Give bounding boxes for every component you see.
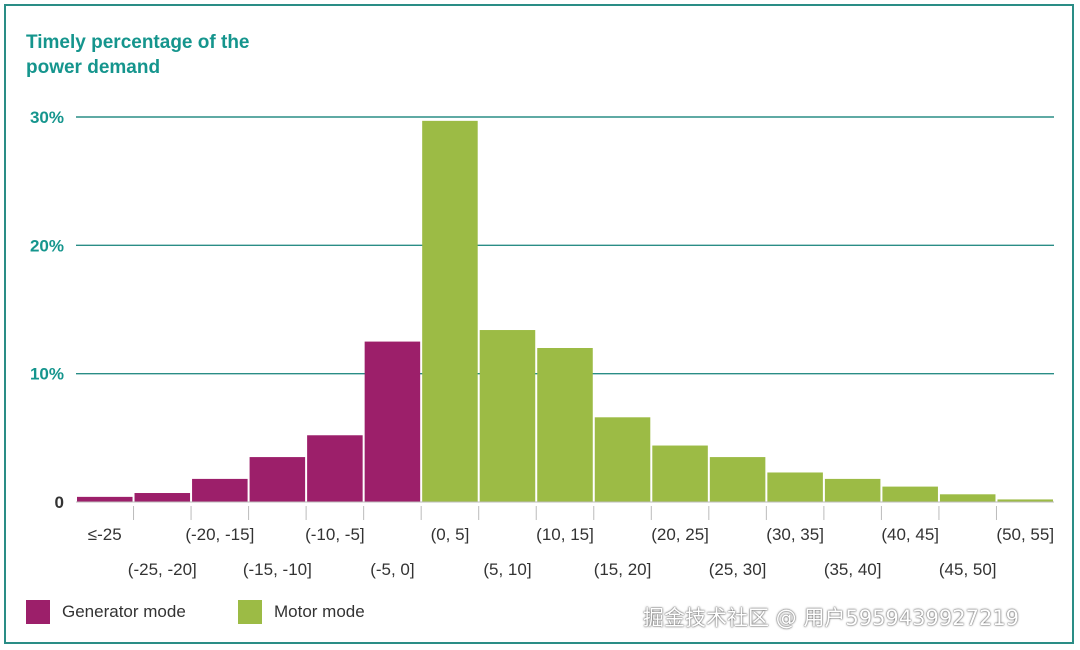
bar bbox=[767, 472, 823, 502]
bar bbox=[997, 499, 1053, 502]
x-tick-label: ≤-25 bbox=[88, 525, 122, 544]
bar bbox=[364, 341, 421, 502]
chart-title: Timely percentage of the power demand bbox=[26, 32, 250, 78]
chart-frame bbox=[4, 4, 1074, 644]
x-tick-label: (50, 55] bbox=[996, 525, 1054, 544]
watermark: 掘金技术社区 @ 用户5959439927219 bbox=[643, 606, 1020, 630]
x-tick-label: (45, 50] bbox=[939, 560, 997, 579]
legend-item-motor: Motor mode bbox=[238, 600, 365, 624]
bar bbox=[939, 494, 996, 502]
x-tick-label: (10, 15] bbox=[536, 525, 594, 544]
bar bbox=[594, 417, 651, 502]
bar bbox=[134, 493, 191, 502]
x-tick-label: (-10, -5] bbox=[305, 525, 365, 544]
x-tick-label: (0, 5] bbox=[431, 525, 470, 544]
bar bbox=[192, 478, 248, 502]
bar bbox=[537, 348, 593, 502]
legend-swatch-generator bbox=[26, 600, 50, 624]
legend-label-generator: Generator mode bbox=[62, 602, 186, 621]
legend-swatch-motor bbox=[238, 600, 262, 624]
x-tick-label: (30, 35] bbox=[766, 525, 824, 544]
bar bbox=[479, 330, 536, 502]
y-tick-label: 10% bbox=[30, 365, 64, 384]
x-tick-label: (5, 10] bbox=[483, 560, 531, 579]
legend-label-motor: Motor mode bbox=[274, 602, 365, 621]
x-tick-label: (-20, -15] bbox=[185, 525, 254, 544]
x-tick-label: (35, 40] bbox=[824, 560, 882, 579]
x-tick-label: (25, 30] bbox=[709, 560, 767, 579]
x-tick-label: (20, 25] bbox=[651, 525, 709, 544]
bar bbox=[709, 457, 766, 502]
bar bbox=[307, 435, 363, 502]
y-tick-label: 30% bbox=[30, 108, 64, 127]
bar bbox=[824, 478, 881, 502]
x-tick-label: (15, 20] bbox=[594, 560, 652, 579]
y-tick-label: 0 bbox=[55, 493, 64, 512]
x-tick-label: (40, 45] bbox=[881, 525, 939, 544]
x-tick-label: (-25, -20] bbox=[128, 560, 197, 579]
x-tick-label: (-15, -10] bbox=[243, 560, 312, 579]
legend-item-generator: Generator mode bbox=[26, 600, 186, 624]
bar bbox=[882, 486, 938, 502]
x-tick-label: (-5, 0] bbox=[370, 560, 414, 579]
bar bbox=[652, 445, 708, 502]
bar bbox=[77, 496, 133, 502]
bar bbox=[422, 120, 478, 502]
y-tick-label: 20% bbox=[30, 236, 64, 255]
bar bbox=[249, 457, 306, 502]
